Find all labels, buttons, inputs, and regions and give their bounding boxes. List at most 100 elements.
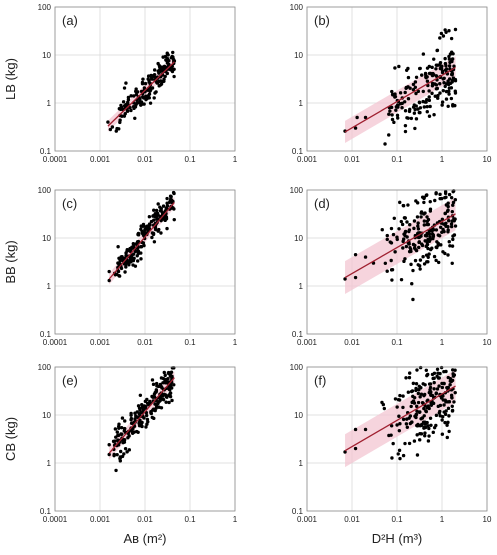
- data-point: [140, 102, 145, 106]
- fit-line: [344, 385, 456, 452]
- y-tick-label: 0.1: [292, 330, 304, 339]
- data-point: [425, 104, 429, 109]
- data-point: [152, 96, 156, 100]
- data-point: [434, 245, 438, 249]
- data-point: [402, 259, 406, 264]
- data-point: [139, 245, 143, 249]
- data-point: [430, 84, 435, 88]
- data-point: [397, 227, 401, 231]
- data-point: [158, 398, 163, 403]
- data-point: [157, 63, 162, 68]
- data-point: [434, 258, 438, 263]
- data-point: [154, 390, 158, 394]
- data-point: [131, 241, 136, 246]
- data-point: [115, 126, 119, 131]
- data-point: [363, 255, 368, 259]
- data-point: [442, 76, 446, 80]
- data-point: [382, 406, 387, 411]
- data-point: [414, 382, 419, 386]
- data-point: [449, 96, 454, 101]
- data-point: [138, 408, 142, 412]
- data-point: [418, 110, 422, 115]
- data-point: [419, 392, 424, 396]
- data-point: [108, 127, 113, 132]
- data-point: [418, 438, 422, 442]
- data-point: [407, 371, 412, 375]
- data-point: [414, 199, 418, 203]
- data-point: [390, 117, 395, 122]
- data-point: [414, 388, 418, 393]
- data-point: [140, 80, 145, 85]
- data-point: [432, 387, 436, 391]
- data-point: [432, 380, 436, 385]
- data-point: [141, 408, 146, 412]
- data-point: [440, 103, 444, 107]
- data-point: [451, 237, 455, 242]
- data-point: [125, 109, 130, 113]
- y-tick-label: 100: [290, 3, 304, 12]
- grid: [54, 366, 236, 512]
- data-point: [389, 241, 394, 245]
- data-point: [131, 258, 136, 263]
- data-point: [150, 77, 154, 81]
- data-point: [404, 422, 409, 426]
- data-point: [135, 259, 140, 263]
- data-point: [390, 456, 394, 460]
- data-point: [415, 368, 419, 372]
- grid: [54, 6, 236, 152]
- x-tick-label: 0.0001: [43, 155, 68, 164]
- data-point: [449, 379, 454, 384]
- data-point: [141, 77, 145, 81]
- data-point: [107, 278, 111, 283]
- data-point: [146, 402, 151, 407]
- data-point: [135, 415, 140, 419]
- data-point: [172, 383, 176, 387]
- data-point: [152, 218, 156, 222]
- data-point: [138, 393, 143, 398]
- data-point: [405, 425, 410, 430]
- data-point: [146, 74, 151, 78]
- data-point: [389, 226, 394, 231]
- data-point: [432, 112, 436, 117]
- data-point: [395, 237, 399, 242]
- data-point: [426, 424, 430, 428]
- plot-frame: [306, 366, 488, 512]
- data-point: [408, 107, 412, 112]
- data-point: [427, 98, 432, 103]
- data-point: [416, 221, 420, 225]
- data-point: [413, 85, 418, 90]
- data-points: [343, 27, 458, 146]
- data-point: [148, 101, 153, 105]
- data-point: [447, 54, 451, 59]
- y-tick-label: 10: [42, 51, 51, 60]
- data-point: [125, 450, 129, 454]
- data-point: [428, 385, 433, 390]
- data-point: [116, 424, 121, 429]
- plot-frame: [306, 6, 488, 152]
- data-point: [413, 258, 418, 263]
- y-tick-label: 10: [42, 411, 51, 420]
- data-point: [434, 74, 439, 78]
- data-point: [422, 105, 427, 109]
- data-point: [451, 189, 455, 194]
- data-point: [136, 251, 140, 256]
- y-tick-label: 10: [294, 411, 303, 420]
- y-axis-label: BB (kg): [3, 240, 18, 283]
- x-tick-label: 1: [440, 338, 445, 347]
- data-point: [452, 233, 457, 237]
- data-point: [127, 448, 132, 452]
- data-point: [441, 34, 446, 38]
- data-point: [447, 64, 452, 68]
- data-point: [440, 418, 444, 422]
- data-point: [446, 82, 451, 87]
- y-tick-label: 1: [299, 282, 304, 291]
- data-point: [129, 418, 133, 422]
- data-point: [165, 226, 169, 231]
- data-point: [390, 89, 394, 94]
- data-point: [143, 95, 147, 99]
- data-point: [122, 86, 127, 90]
- x-tick-label: 1: [233, 155, 238, 164]
- data-point: [427, 232, 432, 236]
- panel-label: (a): [62, 13, 78, 28]
- data-point: [393, 66, 397, 70]
